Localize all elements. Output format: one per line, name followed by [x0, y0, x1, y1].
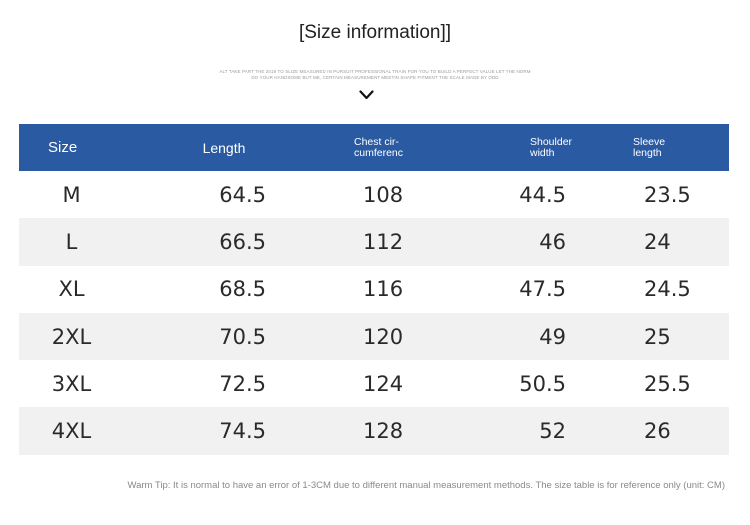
table-row: 3XL 72.5 124 50.5 25.5 [19, 360, 729, 407]
cell-length: 66.5 [219, 229, 266, 254]
size-table: Size Length Chest cir- cumferenc Shoulde… [19, 124, 729, 455]
header-shoulder: Shoulder width [530, 135, 573, 159]
cell-shoulder: 49 [539, 324, 566, 349]
fine-print-line: ALT TAKE PART THE 2019 TO SLIZE MEASURED… [219, 69, 531, 74]
chevron-down-icon [359, 90, 374, 100]
cell-chest: 116 [363, 277, 404, 302]
cell-sleeve: 24 [644, 229, 671, 254]
table-row: L 66.5 112 46 24 [19, 218, 729, 266]
warm-tip: Warm Tip: It is normal to have an error … [127, 480, 725, 491]
table-body: M 64.5 108 44.5 23.5 L 66.5 112 46 24 XL 68.5 116 47.… [19, 171, 729, 455]
cell-size: 4XL [51, 419, 92, 444]
cell-size: L [65, 229, 78, 254]
cell-length: 72.5 [219, 371, 266, 396]
cell-sleeve: 24.5 [644, 277, 691, 302]
cell-size: 2XL [51, 324, 92, 349]
table-row: XL 68.5 116 47.5 24.5 [19, 266, 729, 313]
cell-shoulder: 50.5 [519, 371, 566, 396]
table-row: 2XL 70.5 120 49 25 [19, 312, 729, 361]
cell-chest: 120 [363, 324, 404, 349]
table-header: Size Length Chest cir- cumferenc Shoulde… [19, 124, 729, 171]
cell-length: 64.5 [219, 182, 266, 207]
cell-shoulder: 47.5 [519, 277, 566, 302]
cell-size: 3XL [51, 371, 92, 396]
table-row: 4XL 74.5 128 52 26 [19, 407, 729, 455]
cell-chest: 108 [363, 182, 404, 207]
cell-shoulder: 44.5 [519, 182, 566, 207]
cell-chest: 128 [363, 419, 404, 444]
cell-chest: 124 [363, 371, 404, 396]
cell-chest: 112 [363, 229, 404, 254]
cell-size: XL [58, 277, 85, 302]
cell-sleeve: 23.5 [644, 182, 691, 207]
header-sleeve: Sleeve length [633, 135, 666, 159]
header-size: Size [48, 139, 78, 156]
cell-sleeve: 25 [644, 324, 671, 349]
cell-length: 74.5 [219, 419, 266, 444]
cell-sleeve: 26 [644, 419, 671, 444]
fine-print-line: DO YOUR HANDSOME BUT ME, CERTAIN MEASURE… [251, 75, 499, 80]
cell-length: 70.5 [219, 324, 266, 349]
cell-shoulder: 46 [539, 229, 566, 254]
header-chest: Chest cir- cumferenc [354, 135, 404, 159]
page-title: [Size information]] [298, 22, 452, 43]
table-row: M 64.5 108 44.5 23.5 [19, 171, 729, 218]
cell-length: 68.5 [219, 277, 266, 302]
cell-sleeve: 25.5 [644, 371, 691, 396]
header-length: Length [202, 139, 246, 156]
cell-size: M [62, 182, 81, 207]
cell-shoulder: 52 [539, 419, 566, 444]
